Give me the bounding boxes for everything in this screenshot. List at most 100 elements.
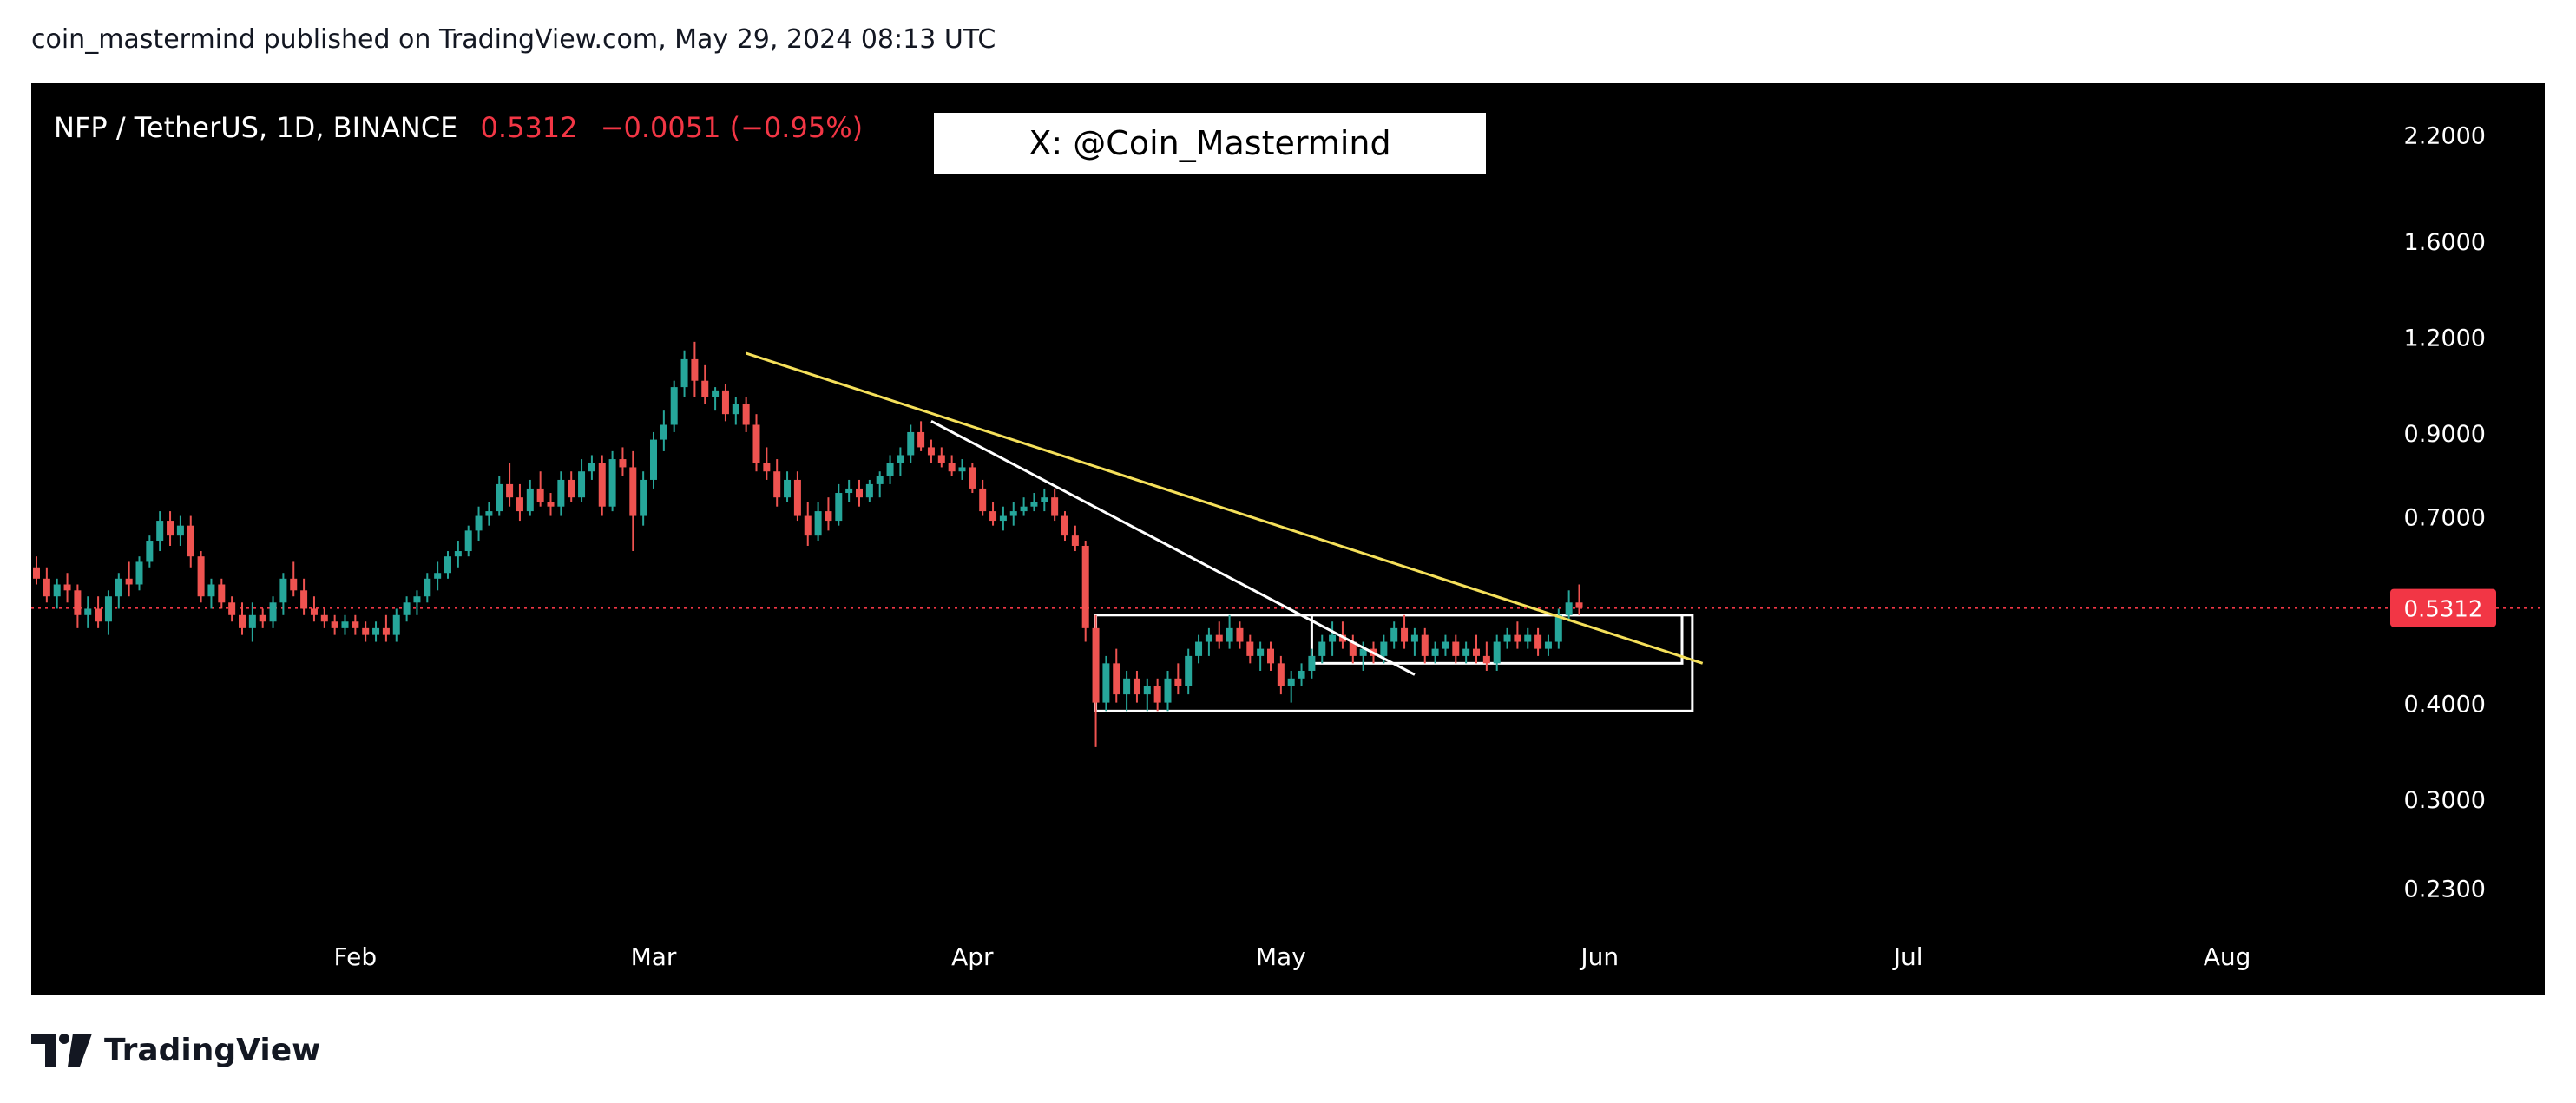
last-price-value: 0.5312 [481,111,578,144]
candle-body [104,596,112,622]
candle-body [1534,634,1542,649]
candle-body [1554,614,1562,642]
x-tick-label: Mar [631,942,677,971]
candle [279,573,287,615]
candle-body [1102,663,1110,703]
candle [1298,663,1305,686]
x-tick-label: Apr [951,942,994,971]
candle [1390,621,1398,649]
candle-body [691,358,699,381]
current-price-label: 0.5312 [2404,597,2483,623]
candle-body [300,590,308,609]
chart-panel: 0.5312 2.2000 1.6000 1.2000 0.9000 0.7000 0.4… [31,83,2545,995]
candle [547,493,555,516]
candle [629,450,637,552]
candle-body [1514,634,1521,642]
candle-body [948,463,956,472]
candle [1226,614,1233,649]
candle-body [146,541,154,562]
candle-body [1185,655,1193,686]
candle-body [403,602,411,615]
candle [1421,627,1429,664]
candle-body [886,463,894,476]
candle-body [773,471,781,498]
candle-body [742,404,750,425]
candle-body [248,614,256,628]
candle [382,614,390,642]
candle [989,502,997,526]
candle-body [1329,634,1337,642]
candle [1503,627,1511,649]
candle [1544,634,1552,656]
candle [1020,497,1028,516]
candle [598,455,606,516]
candle [557,471,565,516]
candle-body [516,497,523,512]
current-price-tag [2390,588,2496,627]
candle-body [1020,506,1028,512]
candle [1174,663,1182,695]
candle [1524,627,1532,649]
candle-body [464,530,472,552]
candle-body [856,488,863,498]
candle-body [259,614,266,622]
candle [1185,648,1193,695]
candle [53,578,61,609]
candle-body [969,467,976,489]
candle-body [475,515,483,531]
candle-body [619,459,627,468]
candle [341,614,349,635]
candle-body [1257,648,1265,656]
candle [773,459,781,507]
candle [917,421,925,451]
candle-body [917,431,925,448]
candle [804,502,812,546]
candle-body [1473,648,1480,656]
candle [207,578,215,609]
candle [742,397,750,432]
candle-body [1061,515,1068,536]
candle-body [372,627,380,635]
candle [84,596,92,628]
candle [1349,634,1357,664]
candle [784,471,792,502]
candle [125,561,133,597]
y-tick-label: 0.2300 [2404,876,2486,903]
candle-body [424,578,431,597]
candle [1205,627,1212,656]
tradingview-logo-icon [31,1034,92,1067]
candle-body [650,439,657,480]
candle [721,384,729,422]
candle [814,502,822,542]
candle [269,596,277,628]
candle [197,551,205,603]
candle-body [33,567,40,579]
candle-body [1051,497,1059,516]
candle [1195,634,1203,664]
candle-body [331,621,338,628]
candle-body [341,621,349,628]
candle-body [362,627,370,635]
candle [937,447,945,468]
candle [413,590,421,615]
candle-body [392,614,400,635]
candle-body [1195,641,1203,656]
candle [680,350,688,397]
candle [1482,641,1490,671]
candle-body [228,602,236,615]
candle [999,506,1007,531]
candle-body [176,525,184,536]
candle [444,551,451,579]
candle [516,483,523,522]
candle-body [1575,602,1583,608]
candle [578,459,586,502]
candle-body [1431,648,1439,656]
candle-body [876,476,884,484]
candle-body [207,584,215,597]
candle-body [310,608,318,615]
symbol-line: NFP / TetherUS, 1D, BINANCE [54,111,457,144]
candle [1061,511,1068,542]
candle [372,621,380,642]
candle [1431,641,1439,664]
candle-body [835,493,843,522]
